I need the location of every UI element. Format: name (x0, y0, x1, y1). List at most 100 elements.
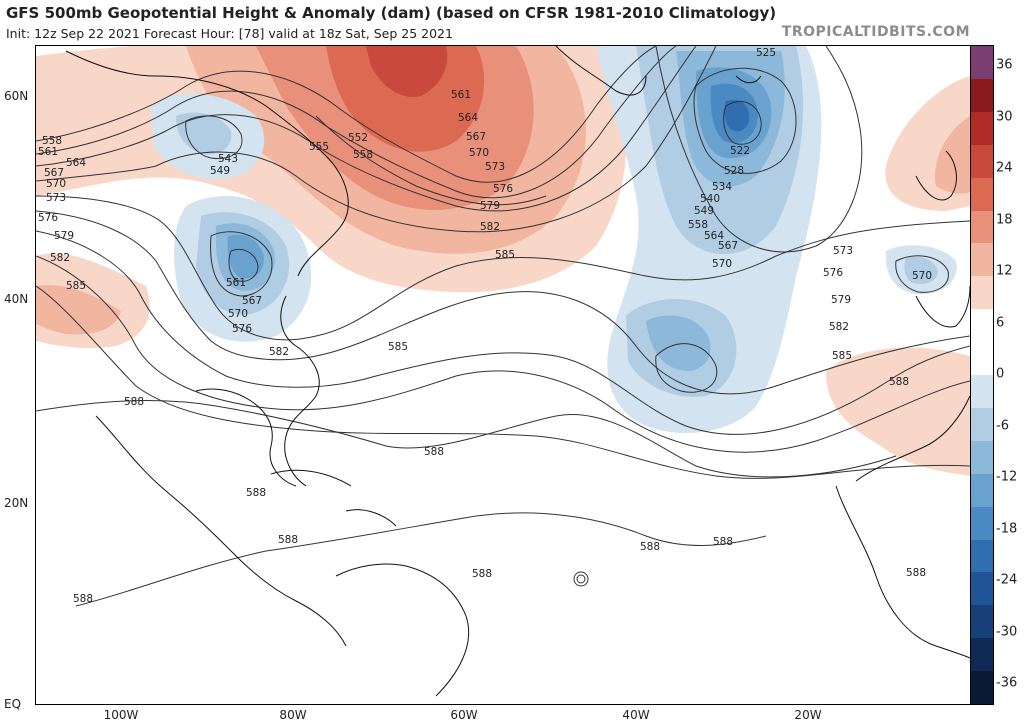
colorbar-label: -30 (996, 624, 1018, 639)
contour-label: 588 (73, 593, 93, 605)
contour-label: 579 (831, 294, 851, 306)
contour-label: 561 (38, 146, 58, 158)
colorbar-label: 12 (996, 263, 1013, 279)
colorbar-cell (971, 638, 993, 672)
contour-label: 576 (823, 267, 843, 279)
contour-label: 582 (829, 321, 849, 333)
colorbar-cell (971, 440, 993, 475)
contour-label: 579 (480, 200, 500, 212)
contour-label: 588 (246, 487, 266, 499)
contour-label: 558 (42, 135, 62, 147)
contour-label: 558 (688, 219, 708, 231)
contour-label: 567 (44, 167, 64, 179)
contour-label: 564 (66, 157, 86, 169)
colorbar-label: -24 (996, 572, 1018, 588)
contour-label: 564 (458, 112, 478, 124)
chart-title: GFS 500mb Geopotential Height & Anomaly … (6, 4, 777, 22)
contour-label: 570 (912, 270, 932, 282)
colorbar-cell (971, 671, 993, 705)
contour-labels: 525 522 528 534 540 549 558 564 567 570 … (38, 47, 932, 605)
contour-label: 549 (210, 165, 230, 177)
contour-label: 528 (724, 165, 744, 177)
contour-label: 522 (730, 145, 750, 157)
height-contours (36, 46, 970, 607)
coastlines (65, 46, 970, 697)
contour-label: 582 (480, 221, 500, 233)
longitude-label: 40W (622, 708, 650, 722)
longitude-label: 80W (279, 708, 307, 722)
colorbar-cell (971, 572, 993, 606)
colorbar-label: -6 (996, 418, 1009, 433)
colorbar-cell (971, 210, 993, 244)
contour-label: 567 (718, 240, 738, 252)
latitude-label: 60N (4, 89, 29, 103)
colorbar-label: -12 (996, 469, 1018, 485)
contour-label: 579 (54, 230, 74, 242)
contour-label: 588 (472, 568, 492, 580)
colorbar-cell (971, 46, 993, 80)
contour-label: 552 (348, 132, 368, 144)
contour-label: 567 (242, 295, 262, 307)
colorbar-cell (971, 177, 993, 211)
contour-label: 573 (485, 161, 505, 173)
contour-label: 588 (278, 534, 298, 546)
colorbar-label: -18 (996, 521, 1018, 536)
contour-label: 585 (832, 350, 852, 362)
colorbar-cell (971, 539, 993, 573)
contour-label: 582 (50, 252, 70, 264)
contour-label: 534 (712, 181, 732, 193)
longitude-label: 20W (794, 708, 822, 722)
colorbar-cell (971, 375, 993, 409)
negative-anomaly-shading (151, 46, 957, 434)
contour-label: 540 (700, 193, 720, 205)
contour-label: 558 (353, 149, 373, 161)
colorbar-label: 0 (996, 366, 1005, 382)
contour-label: 555 (309, 141, 329, 153)
contour-label: 543 (218, 153, 238, 165)
colorbar-cell (971, 506, 993, 540)
contour-label: 576 (232, 323, 252, 335)
latitude-label: EQ (4, 697, 22, 711)
contour-label: 585 (388, 341, 408, 353)
chart-subtitle: Init: 12z Sep 22 2021 Forecast Hour: [78… (6, 26, 453, 41)
contour-label: 588 (424, 446, 444, 458)
contour-label: 585 (66, 280, 86, 292)
colorbar-cell (971, 605, 993, 639)
contour-label: 576 (493, 183, 513, 195)
longitude-label: 60W (450, 708, 478, 722)
contour-label: 588 (640, 541, 660, 553)
colorbar-cell (971, 407, 993, 442)
anomaly-colorbar (970, 45, 994, 705)
colorbar-cell (971, 144, 993, 179)
colorbar-label: 18 (996, 212, 1013, 227)
contour-label: 570 (469, 147, 489, 159)
contour-label: 570 (46, 178, 66, 190)
contour-label: 525 (756, 47, 776, 59)
colorbar-label: 30 (996, 109, 1013, 124)
map-panel: 525 522 528 534 540 549 558 564 567 570 … (35, 45, 971, 705)
colorbar-label: 36 (996, 57, 1013, 73)
colorbar-cell (971, 473, 993, 508)
contour-label: 585 (495, 249, 515, 261)
contour-label: 573 (46, 192, 66, 204)
contour-label: 588 (906, 567, 926, 579)
colorbar-cell (971, 342, 993, 376)
colorbar-label: 6 (996, 315, 1005, 330)
contour-label: 561 (226, 277, 246, 289)
latitude-label: 20N (4, 496, 29, 510)
colorbar-label: 24 (996, 160, 1013, 176)
latitude-label: 40N (4, 292, 29, 306)
longitude-label: 100W (103, 708, 139, 722)
brand-watermark: TROPICALTIDBITS.COM (781, 24, 970, 40)
contour-label: 576 (38, 212, 58, 224)
contour-label: 549 (694, 205, 714, 217)
contour-label: 582 (269, 346, 289, 358)
contour-label: 570 (228, 308, 248, 320)
colorbar-cell (971, 243, 993, 277)
colorbar-cell (971, 111, 993, 146)
colorbar-cell (971, 309, 993, 343)
contour-label: 573 (833, 245, 853, 257)
colorbar-cell (971, 276, 993, 310)
contour-label: 588 (124, 396, 144, 408)
map-svg: 525 522 528 534 540 549 558 564 567 570 … (36, 46, 970, 697)
